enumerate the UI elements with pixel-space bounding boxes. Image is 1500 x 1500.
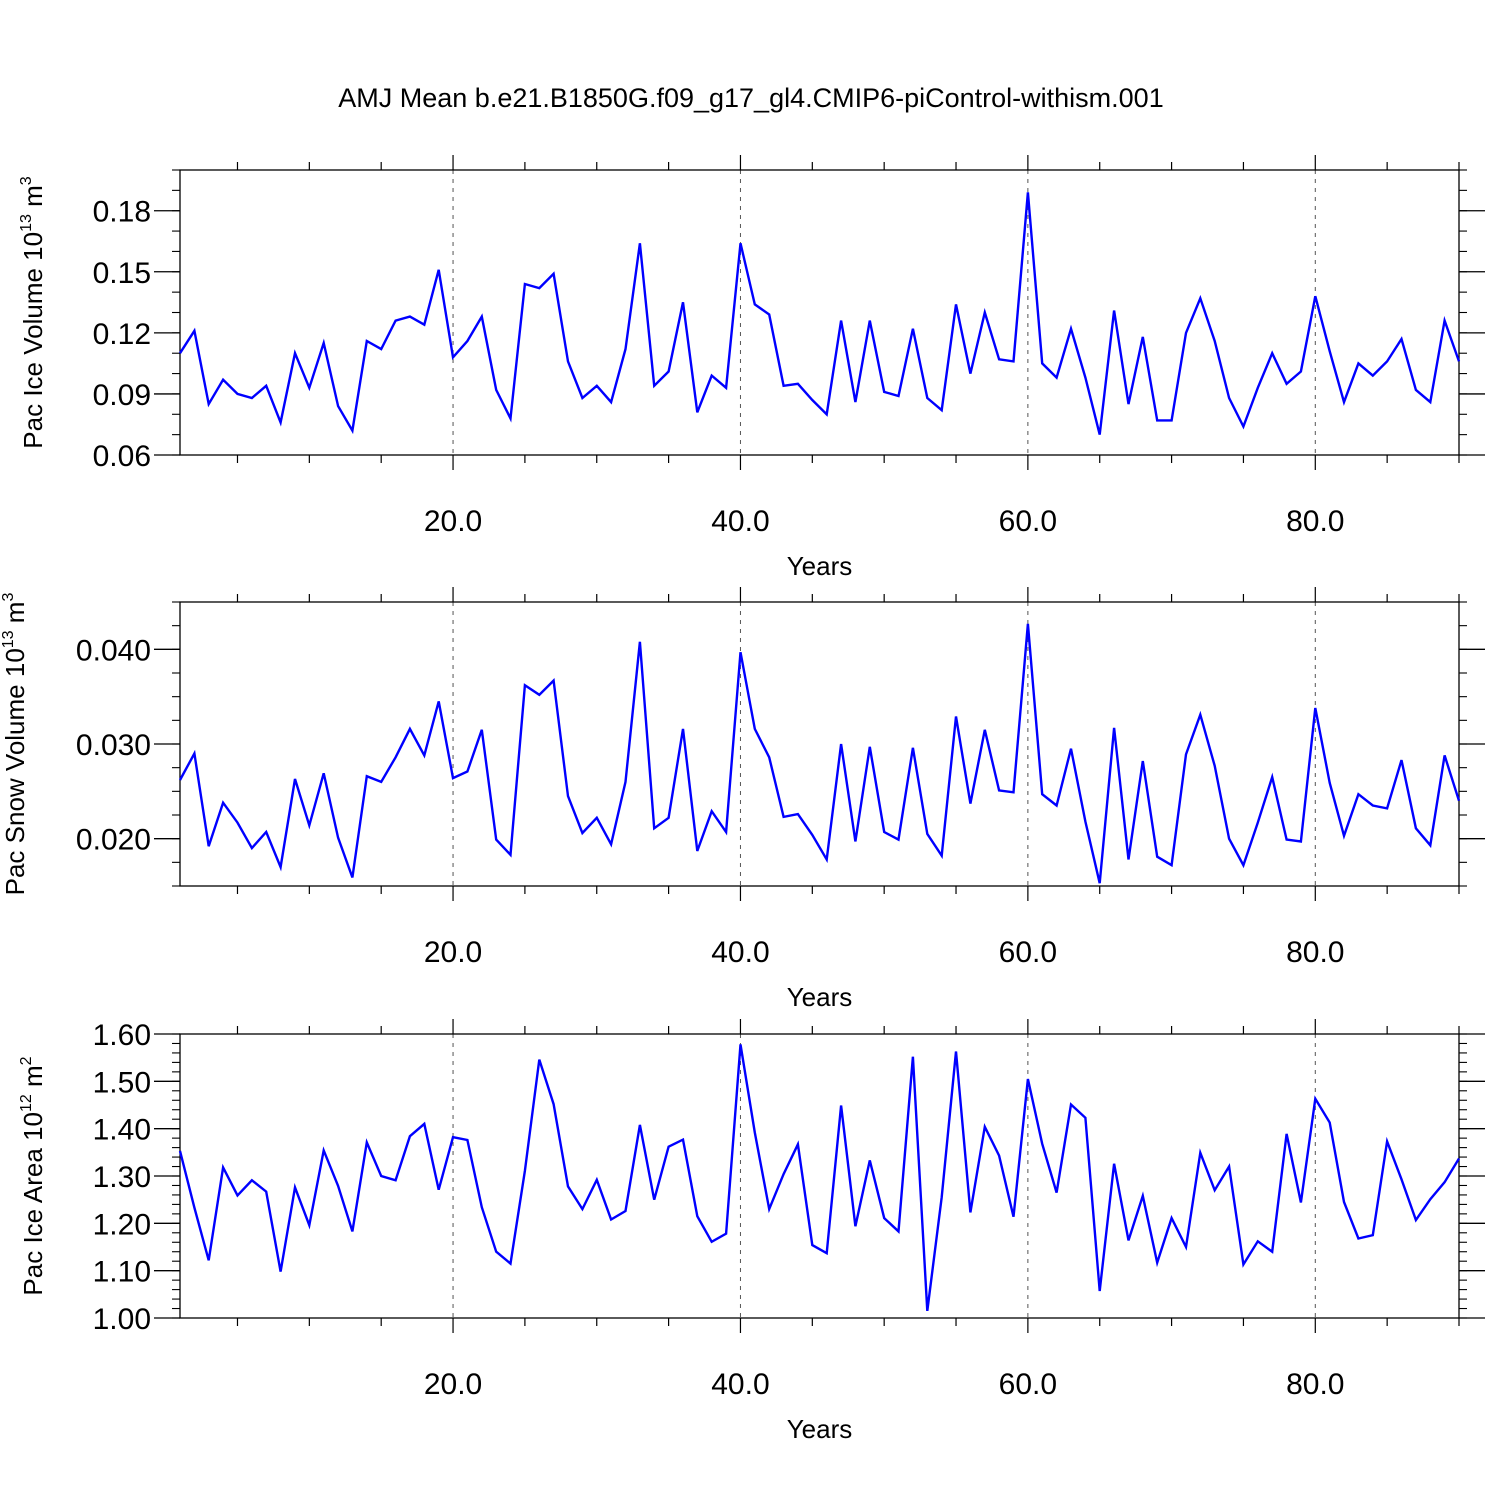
x-axis-label: Years <box>787 551 853 581</box>
y-tick-label: 1.30 <box>93 1161 151 1194</box>
y-tick-label: 1.40 <box>93 1114 151 1147</box>
x-tick-label: 80.0 <box>1286 505 1344 538</box>
x-axis-label: Years <box>787 1414 853 1444</box>
panel-3: 20.0 40.0 60.0 80.0 Years 1.00 1.10 1.20 1.30 1.4… <box>18 1019 1485 1444</box>
y-axis-label: Pac Ice Area 1012 m2 <box>18 1056 48 1295</box>
x-tick-label: 20.0 <box>424 936 482 969</box>
x-tick-label: 60.0 <box>999 936 1057 969</box>
y-tick-label: 1.60 <box>93 1019 151 1052</box>
y-tick-label: 1.20 <box>93 1208 151 1241</box>
x-tick-label: 40.0 <box>711 505 769 538</box>
plot-frame <box>179 169 1460 456</box>
x-tick-label: 40.0 <box>711 936 769 969</box>
x-tick-label: 20.0 <box>424 505 482 538</box>
x-tick-label: 80.0 <box>1286 936 1344 969</box>
x-tick-label: 60.0 <box>999 505 1057 538</box>
y-tick-label: 0.030 <box>76 729 151 762</box>
x-tick-label: 80.0 <box>1286 1368 1344 1401</box>
plot-frame <box>179 1033 1460 1319</box>
y-tick-label: 0.09 <box>93 379 151 412</box>
x-tick-label: 20.0 <box>424 1368 482 1401</box>
series-line-1 <box>178 623 1461 884</box>
panel-1: 20.0 40.0 60.0 80.0 Years 0.06 0.09 0.12 0.15 0.1… <box>18 155 1485 581</box>
x-axis-label: Years <box>787 982 853 1012</box>
y-tick-label: 0.18 <box>93 196 151 229</box>
y-axis-label: Pac Snow Volume 1013 m3 <box>0 593 30 896</box>
plot-frame <box>179 601 1460 887</box>
y-tick-label: 1.50 <box>93 1066 151 1099</box>
y-tick-label: 0.15 <box>93 257 151 290</box>
figure-title: AMJ Mean b.e21.B1850G.f09_g17_gl4.CMIP6-… <box>338 83 1163 113</box>
x-tick-label: 60.0 <box>999 1368 1057 1401</box>
series-line-1 <box>178 192 1461 435</box>
x-tick-label: 40.0 <box>711 1368 769 1401</box>
panel-2: 20.0 40.0 60.0 80.0 Years 0.020 0.030 0.040 Pac … <box>0 587 1485 1012</box>
y-tick-label: 0.020 <box>76 824 151 857</box>
series-line-1 <box>178 1044 1461 1312</box>
y-tick-label: 0.040 <box>76 634 151 667</box>
y-axis-label: Pac Ice Volume 1013 m3 <box>18 176 48 449</box>
y-tick-label: 0.06 <box>93 440 151 473</box>
y-tick-label: 0.12 <box>93 318 151 351</box>
y-tick-label: 1.00 <box>93 1303 151 1336</box>
y-tick-label: 1.10 <box>93 1256 151 1289</box>
